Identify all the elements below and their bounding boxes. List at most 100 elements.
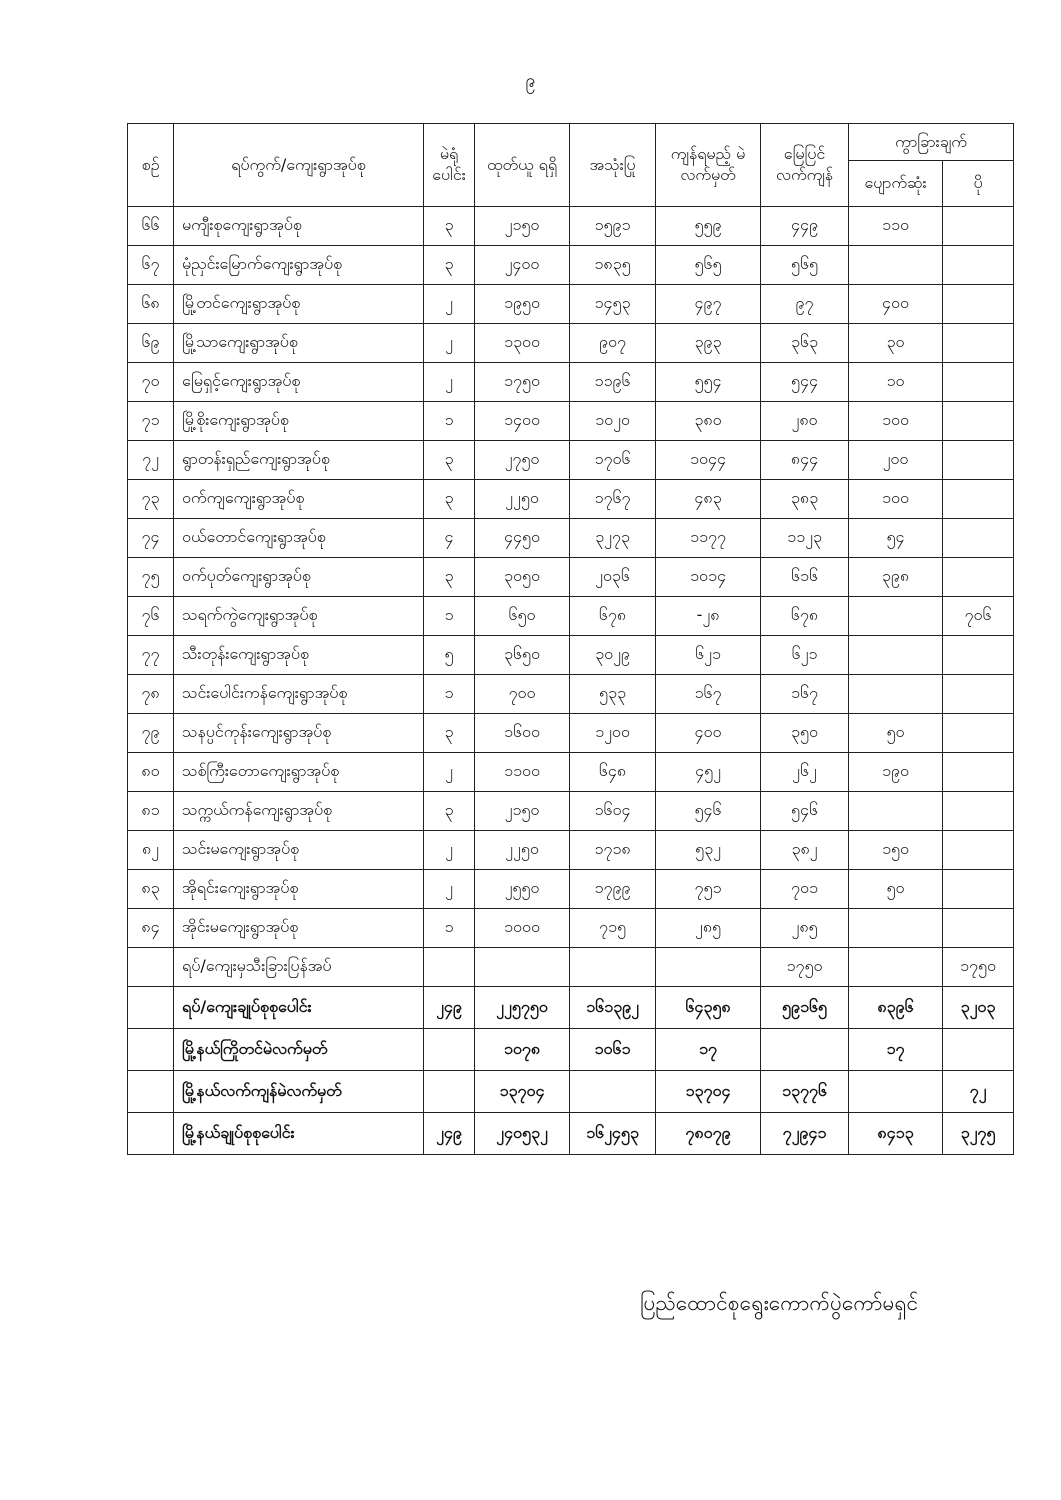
cell-received: ၆၅၀ bbox=[474, 596, 570, 636]
cell-excess bbox=[942, 713, 1014, 753]
cell-ward: မြို့သာကျေးရွာအုပ်စု bbox=[173, 323, 424, 363]
summary-row: မြို့နယ်ကြိုတင်မဲလက်မှတ် ၁၀၇၈ ၁၀၆၁ ၁၇ ၁၇ bbox=[127, 1028, 1014, 1071]
ballot-table: စဉ် ရပ်ကွက်/ကျေးရွာအုပ်စု မဲရုံ ပေါင်း ထ… bbox=[127, 123, 1014, 1155]
cell-should-remain: ၁၀၄၄ bbox=[655, 440, 761, 480]
cell-actual-remain: ၅၄၆ bbox=[760, 791, 849, 831]
cell-stations: ၂ bbox=[423, 752, 475, 792]
cell-stations: ၃ bbox=[423, 245, 475, 285]
cell-serial bbox=[127, 1070, 174, 1113]
cell-should-remain: ၁၁၇၇ bbox=[655, 518, 761, 558]
cell-excess: ၃၂၀၃ bbox=[942, 986, 1014, 1029]
cell-actual-remain: ၂၆၂ bbox=[760, 752, 849, 792]
cell-received: ၁၆၀၀ bbox=[474, 713, 570, 753]
table-row: ၆၉ မြို့သာကျေးရွာအုပ်စု၂၁၃၀၀ ၉၀၇ ၃၉၃ ၃၆၃ ၃၀ bbox=[127, 323, 1014, 363]
cell-ward: မကျီးစုကျေးရွာအုပ်စု bbox=[173, 206, 424, 246]
cell-ward: မြို့နယ်ချုပ်စုစုပေါင်း bbox=[173, 1112, 424, 1155]
cell-used: ၁၄၅၃ bbox=[569, 284, 656, 324]
cell-received: ၄၄၅၀ bbox=[474, 518, 570, 558]
table-row: ၆၇ မုံညှင်းမြောက်ကျေးရွာအုပ်စု၃၂၄၀၀ ၁၈၃၅ ၅၆… bbox=[127, 245, 1014, 285]
header-stations: မဲရုံ ပေါင်း bbox=[423, 123, 475, 207]
cell-excess bbox=[942, 830, 1014, 870]
cell-ward: ဝက်ကျကျေးရွာအုပ်စု bbox=[173, 479, 424, 519]
cell-received bbox=[474, 947, 570, 987]
cell-used: ၁၂၀၀ bbox=[569, 713, 656, 753]
cell-actual-remain: ၇၂၉၄၁ bbox=[760, 1112, 849, 1155]
table-row: ၇၉ သနပ္ပင်ကုန်းကျေးရွာအုပ်စု၃၁၆၀၀ ၁၂၀၀ ၄၀၀၃… bbox=[127, 713, 1014, 753]
header-excess: ပို bbox=[942, 160, 1014, 207]
header-difference: ကွာခြားချက် bbox=[848, 123, 1014, 161]
cell-serial: ၆၉ bbox=[127, 323, 174, 363]
cell-received: ၁၄၀၀ bbox=[474, 401, 570, 441]
cell-stations bbox=[423, 1028, 475, 1071]
table-row: ၈၃ အိုရင်းကျေးရွာအုပ်စု၂၂၅၅၀ ၁၇၉၉ ၇၅၁ ၇၀၁ ၅၀ bbox=[127, 869, 1014, 909]
cell-should-remain: ၁၇ bbox=[655, 1028, 761, 1071]
cell-serial bbox=[127, 1112, 174, 1155]
cell-actual-remain: ၃၈၃ bbox=[760, 479, 849, 519]
cell-ward: မုံညှင်းမြောက်ကျေးရွာအုပ်စု bbox=[173, 245, 424, 285]
cell-ward: မြို့တင်ကျေးရွာအုပ်စု bbox=[173, 284, 424, 324]
cell-missing: ၅၀ bbox=[848, 713, 943, 753]
cell-missing bbox=[848, 674, 943, 714]
cell-serial: ၇၅ bbox=[127, 557, 174, 597]
cell-stations: ၁ bbox=[423, 908, 475, 948]
cell-should-remain: ၄၀၀ bbox=[655, 713, 761, 753]
cell-missing: ၁၅၀ bbox=[848, 830, 943, 870]
cell-received: ၂၂၅၀ bbox=[474, 479, 570, 519]
cell-excess bbox=[942, 440, 1014, 480]
cell-serial: ၇၀ bbox=[127, 362, 174, 402]
cell-used: ၁၆၀၄ bbox=[569, 791, 656, 831]
cell-actual-remain: ၁၃၇၇၆ bbox=[760, 1070, 849, 1113]
cell-ward: သစ်ကြီးတောကျေးရွာအုပ်စု bbox=[173, 752, 424, 792]
cell-missing: ၁၀ bbox=[848, 362, 943, 402]
cell-serial: ၇၃ bbox=[127, 479, 174, 519]
cell-ward: သီးတုန်းကျေးရွာအုပ်စု bbox=[173, 635, 424, 675]
table-row: ၈၂ သင်းမကျေးရွာအုပ်စု၂၂၂၅၀ ၁၇၁၈ ၅၃၂ ၃၈၂ ၁၅၀ bbox=[127, 830, 1014, 870]
cell-ward: အိုင်းမကျေးရွာအုပ်စု bbox=[173, 908, 424, 948]
cell-actual-remain: ၄၄၉ bbox=[760, 206, 849, 246]
cell-used: ၁၇၀၆ bbox=[569, 440, 656, 480]
cell-received: ၁၀၀၀ bbox=[474, 908, 570, 948]
cell-actual-remain: ၂၈၅ bbox=[760, 908, 849, 948]
cell-excess: ၁၇၅၀ bbox=[942, 947, 1014, 987]
table-row: ၇၁ မြို့စိုးကျေးရွာအုပ်စု၁၁၄၀၀ ၁၀၂၀ ၃၈၀ ၂၈၀၁… bbox=[127, 401, 1014, 441]
cell-used: ၁၀၆၁ bbox=[569, 1028, 656, 1071]
cell-missing bbox=[848, 1070, 943, 1113]
cell-ward: သင်းပေါင်းကန်ကျေးရွာအုပ်စု bbox=[173, 674, 424, 714]
cell-actual-remain: ၆၇၈ bbox=[760, 596, 849, 636]
cell-used: ၇၁၅ bbox=[569, 908, 656, 948]
cell-actual-remain: ၃၈၂ bbox=[760, 830, 849, 870]
cell-actual-remain: ၁၆၇ bbox=[760, 674, 849, 714]
cell-ward: မြို့စိုးကျေးရွာအုပ်စု bbox=[173, 401, 424, 441]
cell-received: ၁၁၀၀ bbox=[474, 752, 570, 792]
cell-received: ၂၄၀၀ bbox=[474, 245, 570, 285]
cell-should-remain: ၅၅၉ bbox=[655, 206, 761, 246]
table-row: ၇၄ ဝယ်တောင်ကျေးရွာအုပ်စု၄၄၄၅၀ ၃၂၇၃ ၁၁၇၇ ၁၁၂၃… bbox=[127, 518, 1014, 558]
cell-should-remain: ၄၅၂ bbox=[655, 752, 761, 792]
cell-excess bbox=[942, 635, 1014, 675]
cell-stations: ၄ bbox=[423, 518, 475, 558]
cell-should-remain: ၆၄၃၅၈ bbox=[655, 986, 761, 1029]
cell-ward: ရပ်/ကျေးချုပ်စုစုပေါင်း bbox=[173, 986, 424, 1029]
header-should-remain: ကျန်ရမည့် မဲလက်မှတ် bbox=[655, 123, 761, 207]
header-received: ထုတ်ယူ ရရှိ bbox=[474, 123, 570, 207]
cell-should-remain: ၁၆၇ bbox=[655, 674, 761, 714]
cell-serial: ၆၆ bbox=[127, 206, 174, 246]
cell-serial: ၈၀ bbox=[127, 752, 174, 792]
cell-ward: သင်းမကျေးရွာအုပ်စု bbox=[173, 830, 424, 870]
cell-used: ၆၇၈ bbox=[569, 596, 656, 636]
cell-received: ၂၁၅၀ bbox=[474, 791, 570, 831]
cell-used: ၅၃၃ bbox=[569, 674, 656, 714]
table-row: ၆၈ မြို့တင်ကျေးရွာအုပ်စု၂၁၉၅၀ ၁၄၅၃ ၄၉၇ ၉၇ ၄၀၀ bbox=[127, 284, 1014, 324]
cell-stations: ၂၄၉ bbox=[423, 1112, 475, 1155]
cell-missing bbox=[848, 596, 943, 636]
cell-received: ၁၃၀၀ bbox=[474, 323, 570, 363]
cell-stations: ၁ bbox=[423, 674, 475, 714]
cell-missing: ၁၇ bbox=[848, 1028, 943, 1071]
summary-row: ရပ်/ကျေးချုပ်စုစုပေါင်း ၂၄၉ ၂၂၅၇၅၀ ၁၆၁၃၉၂ ၆၄… bbox=[127, 986, 1014, 1029]
cell-actual-remain: ၅၄၄ bbox=[760, 362, 849, 402]
cell-stations: ၁ bbox=[423, 401, 475, 441]
cell-excess bbox=[942, 557, 1014, 597]
cell-excess bbox=[942, 518, 1014, 558]
cell-serial: ၆၇ bbox=[127, 245, 174, 285]
cell-used: ၃၀၂၉ bbox=[569, 635, 656, 675]
